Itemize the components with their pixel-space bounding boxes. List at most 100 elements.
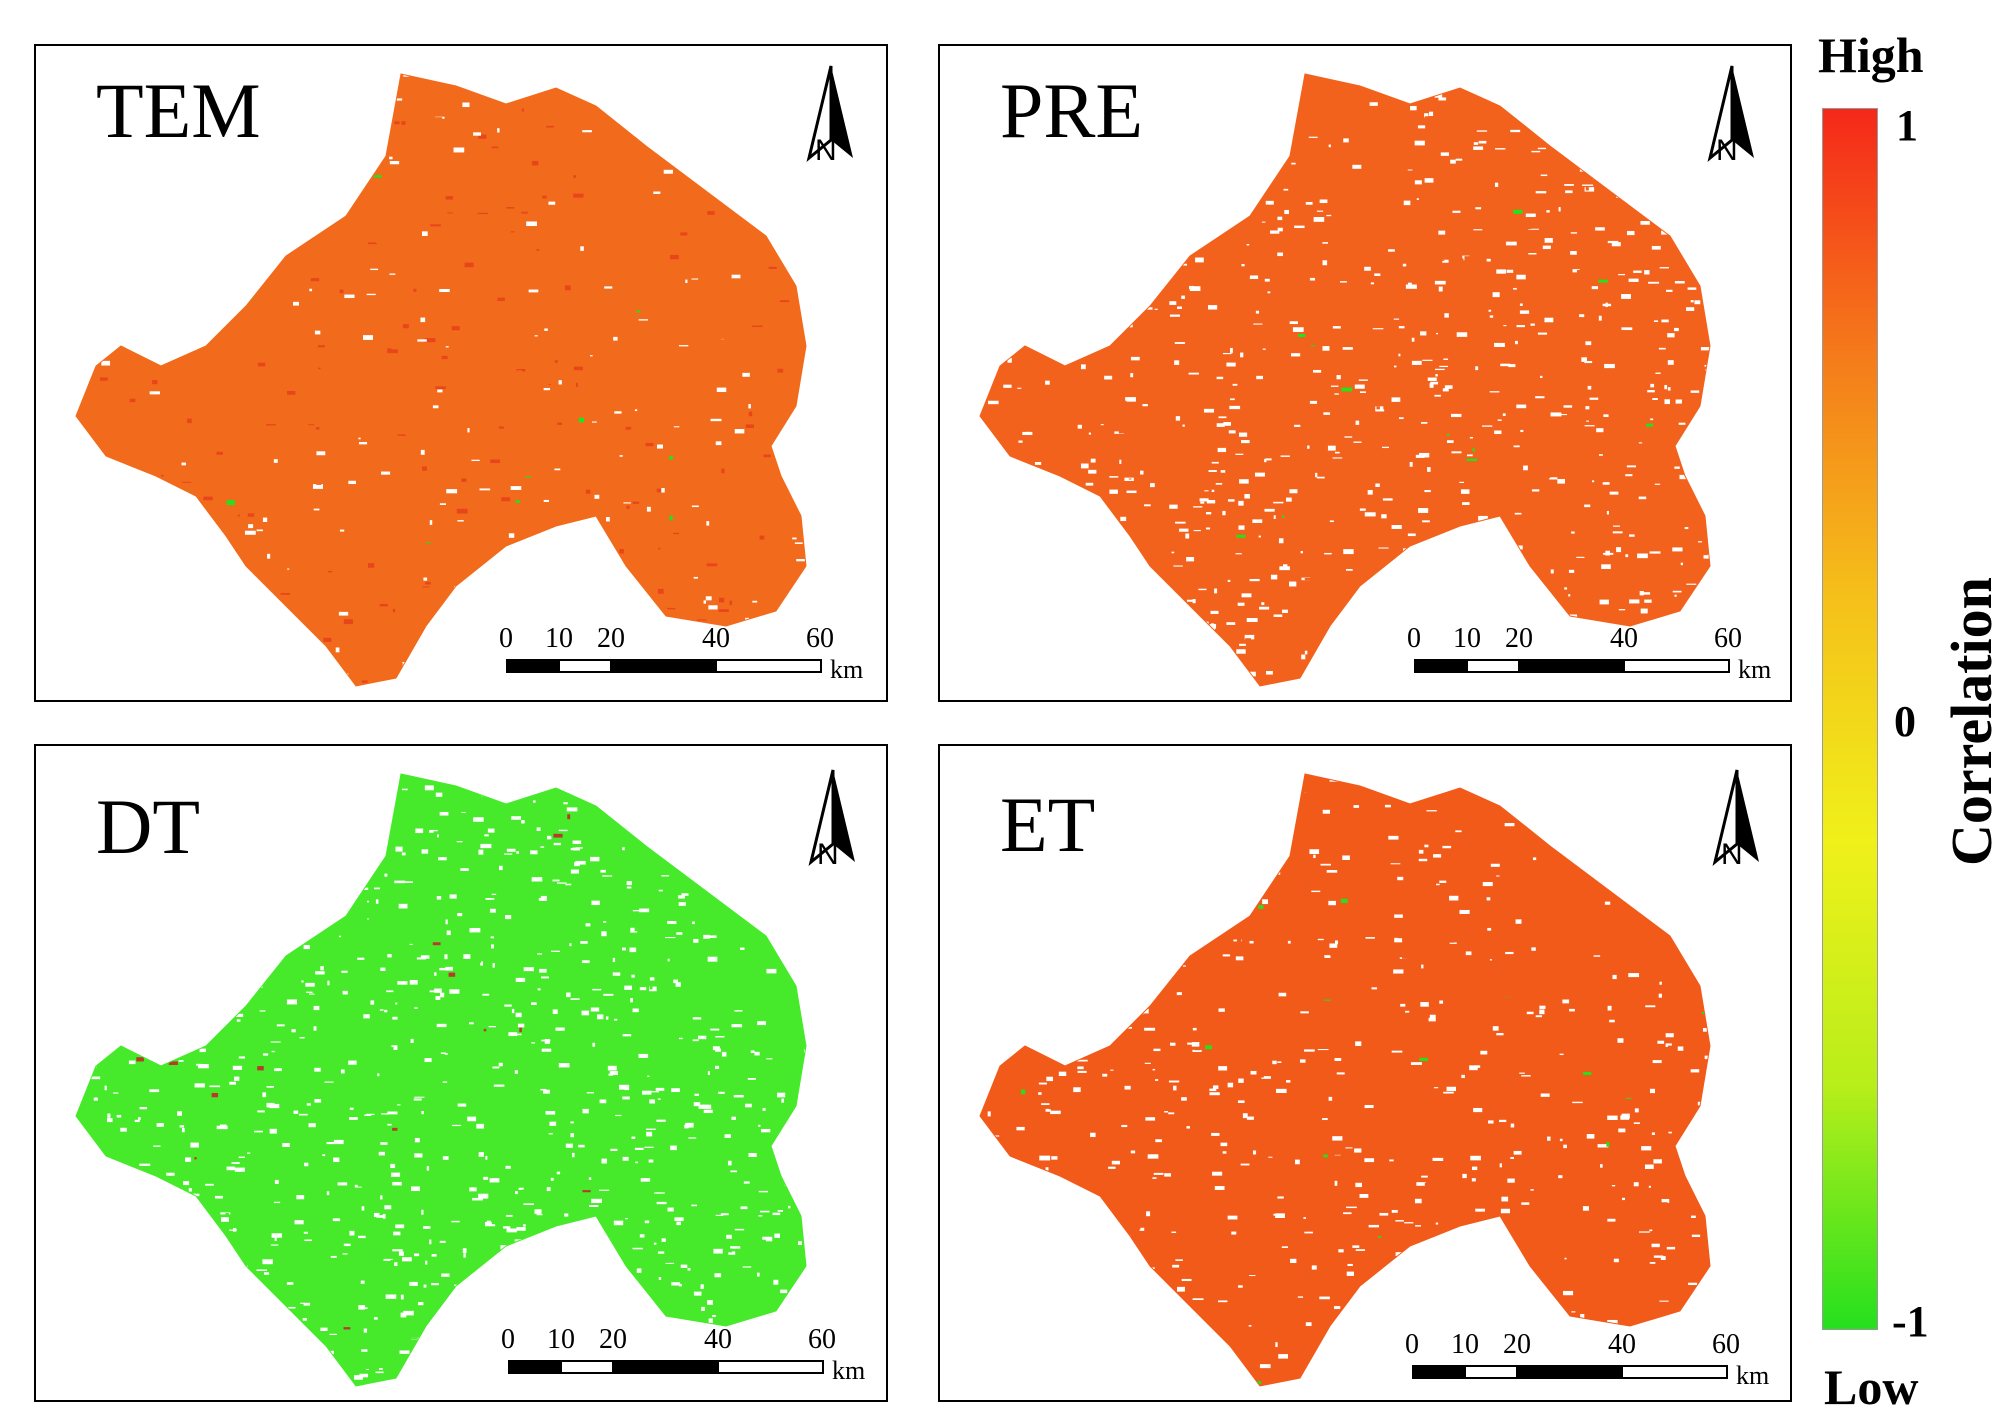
raster-cell bbox=[308, 468, 319, 472]
raster-cell bbox=[986, 951, 989, 956]
raster-cell bbox=[170, 518, 178, 522]
raster-cell bbox=[1048, 1107, 1057, 1110]
raster-cell bbox=[1704, 1055, 1710, 1060]
raster-cell bbox=[366, 900, 370, 903]
raster-cell bbox=[984, 447, 996, 452]
raster-cell bbox=[1126, 490, 1137, 494]
raster-cell bbox=[93, 931, 100, 934]
raster-cell bbox=[774, 392, 784, 395]
raster-cell bbox=[1255, 1264, 1262, 1269]
raster-cell bbox=[1617, 1192, 1628, 1197]
raster-cell bbox=[601, 588, 611, 594]
raster-cell bbox=[1564, 184, 1574, 186]
raster-cell bbox=[242, 615, 252, 619]
raster-cell bbox=[598, 1192, 605, 1195]
raster-cell bbox=[516, 1227, 526, 1231]
raster-cell bbox=[1283, 82, 1295, 85]
raster-cell bbox=[572, 491, 578, 496]
raster-cell bbox=[421, 849, 429, 854]
raster-cell bbox=[1020, 649, 1031, 653]
raster-cell bbox=[305, 982, 315, 987]
raster-cell bbox=[1113, 455, 1118, 461]
raster-cell bbox=[813, 1259, 818, 1264]
raster-cell bbox=[1562, 445, 1570, 447]
raster-cell bbox=[807, 252, 809, 257]
raster-cell bbox=[491, 979, 502, 983]
raster-cell bbox=[1579, 169, 1584, 172]
raster-cell bbox=[365, 674, 375, 677]
raster-cell bbox=[259, 1010, 266, 1012]
raster-cell bbox=[397, 434, 406, 436]
raster-cell bbox=[303, 652, 309, 655]
raster-cell bbox=[1473, 146, 1484, 150]
raster-cell bbox=[296, 1195, 305, 1200]
raster-cell bbox=[1077, 153, 1081, 157]
raster-cell bbox=[602, 241, 605, 244]
raster-cell bbox=[180, 1253, 186, 1257]
raster-cell bbox=[301, 1367, 312, 1372]
raster-cell bbox=[421, 231, 428, 236]
raster-cell bbox=[1274, 86, 1285, 88]
raster-cell bbox=[1264, 1171, 1273, 1174]
raster-cell bbox=[1407, 533, 1416, 537]
raster-cell bbox=[552, 1292, 562, 1295]
raster-cell bbox=[478, 849, 484, 855]
raster-cell bbox=[1166, 655, 1172, 658]
raster-cell bbox=[1265, 670, 1273, 675]
raster-cell bbox=[698, 179, 707, 183]
raster-cell bbox=[1590, 292, 1594, 295]
raster-cell bbox=[259, 652, 269, 655]
raster-cell bbox=[1164, 1134, 1176, 1136]
raster-cell bbox=[446, 556, 453, 559]
raster-cell bbox=[1443, 1091, 1454, 1094]
raster-cell bbox=[629, 583, 639, 586]
raster-cell bbox=[553, 121, 556, 124]
raster-cell bbox=[412, 285, 419, 288]
raster-cell bbox=[736, 180, 747, 184]
raster-cell bbox=[697, 1057, 703, 1060]
raster-cell bbox=[1502, 1251, 1513, 1253]
raster-cell bbox=[475, 361, 479, 364]
raster-cell bbox=[1126, 448, 1133, 452]
raster-cell bbox=[1313, 1387, 1321, 1389]
raster-cell bbox=[1034, 1004, 1042, 1008]
raster-cell bbox=[292, 919, 301, 923]
raster-cell bbox=[197, 231, 202, 236]
raster-cell bbox=[1280, 1371, 1290, 1375]
raster-cell bbox=[172, 500, 181, 505]
raster-cell bbox=[511, 816, 522, 820]
raster-cell bbox=[1294, 424, 1301, 427]
raster-cell bbox=[105, 284, 111, 288]
raster-cell bbox=[1028, 878, 1034, 883]
raster-cell bbox=[1140, 470, 1144, 475]
raster-cell bbox=[1054, 236, 1060, 241]
raster-cell bbox=[685, 279, 688, 283]
raster-cell bbox=[424, 1358, 431, 1361]
raster-cell bbox=[296, 275, 301, 277]
raster-cell bbox=[345, 816, 354, 822]
raster-cell bbox=[1365, 1379, 1376, 1381]
raster-cell bbox=[991, 578, 1002, 580]
raster-cell bbox=[1690, 1082, 1698, 1088]
raster-cell bbox=[465, 433, 472, 435]
raster-cell bbox=[1391, 847, 1396, 852]
raster-cell bbox=[700, 1284, 704, 1290]
raster-cell bbox=[1144, 584, 1150, 589]
raster-cell bbox=[1185, 1352, 1196, 1357]
raster-cell bbox=[1654, 483, 1661, 485]
raster-cell bbox=[1443, 358, 1449, 360]
raster-cell bbox=[1003, 301, 1009, 304]
raster-cell bbox=[1661, 1198, 1670, 1204]
raster-cell bbox=[1536, 589, 1544, 595]
raster-cell bbox=[592, 1318, 602, 1323]
raster-cell bbox=[1537, 919, 1547, 924]
raster-cell bbox=[613, 336, 618, 341]
raster-cell bbox=[235, 619, 241, 625]
raster-cell bbox=[373, 1212, 380, 1218]
raster-cell bbox=[1420, 1002, 1429, 1007]
raster-cell bbox=[310, 278, 320, 282]
raster-cell bbox=[580, 363, 586, 366]
raster-cell bbox=[527, 359, 534, 364]
raster-cell bbox=[713, 74, 720, 78]
raster-cell bbox=[1287, 940, 1291, 944]
